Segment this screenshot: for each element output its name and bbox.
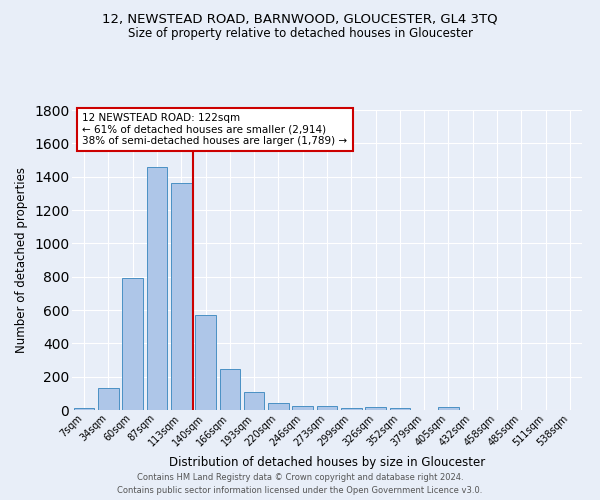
Bar	[195, 315, 216, 410]
Text: Contains HM Land Registry data © Crown copyright and database right 2024.: Contains HM Land Registry data © Crown c…	[137, 472, 463, 482]
Bar	[220, 368, 240, 410]
Bar	[268, 404, 289, 410]
Bar	[74, 408, 94, 410]
Bar	[365, 407, 386, 410]
Text: Size of property relative to detached houses in Gloucester: Size of property relative to detached ho…	[128, 28, 473, 40]
Text: 12, NEWSTEAD ROAD, BARNWOOD, GLOUCESTER, GL4 3TQ: 12, NEWSTEAD ROAD, BARNWOOD, GLOUCESTER,…	[102, 12, 498, 26]
Bar	[146, 166, 167, 410]
Bar	[244, 392, 265, 410]
Bar	[438, 406, 459, 410]
Bar	[98, 388, 119, 410]
Bar	[389, 408, 410, 410]
Y-axis label: Number of detached properties: Number of detached properties	[16, 167, 28, 353]
Bar	[171, 184, 191, 410]
Bar	[317, 406, 337, 410]
Text: 12 NEWSTEAD ROAD: 122sqm
← 61% of detached houses are smaller (2,914)
38% of sem: 12 NEWSTEAD ROAD: 122sqm ← 61% of detach…	[82, 113, 347, 146]
Bar	[122, 278, 143, 410]
X-axis label: Distribution of detached houses by size in Gloucester: Distribution of detached houses by size …	[169, 456, 485, 469]
Bar	[341, 408, 362, 410]
Bar	[292, 406, 313, 410]
Text: Contains public sector information licensed under the Open Government Licence v3: Contains public sector information licen…	[118, 486, 482, 495]
